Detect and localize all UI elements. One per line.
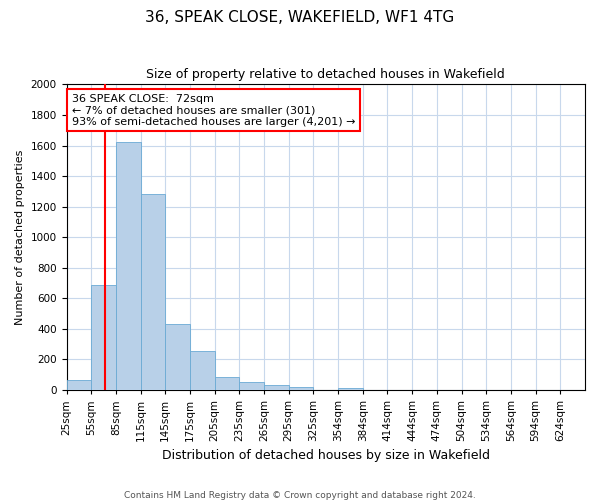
Bar [91, 284, 116, 390]
Bar [116, 142, 140, 390]
Text: 36, SPEAK CLOSE, WAKEFIELD, WF1 4TG: 36, SPEAK CLOSE, WAKEFIELD, WF1 4TG [145, 10, 455, 25]
Y-axis label: Number of detached properties: Number of detached properties [15, 150, 25, 325]
Text: 36 SPEAK CLOSE:  72sqm
← 7% of detached houses are smaller (301)
93% of semi-det: 36 SPEAK CLOSE: 72sqm ← 7% of detached h… [72, 94, 355, 127]
Bar [140, 194, 165, 390]
Bar [289, 387, 313, 390]
Bar [264, 386, 289, 390]
Bar [67, 380, 91, 390]
X-axis label: Distribution of detached houses by size in Wakefield: Distribution of detached houses by size … [162, 450, 490, 462]
Text: Contains HM Land Registry data © Crown copyright and database right 2024.: Contains HM Land Registry data © Crown c… [124, 490, 476, 500]
Bar [338, 388, 363, 390]
Bar [215, 376, 239, 390]
Bar [165, 324, 190, 390]
Bar [239, 382, 264, 390]
Bar [190, 351, 215, 390]
Title: Size of property relative to detached houses in Wakefield: Size of property relative to detached ho… [146, 68, 505, 80]
